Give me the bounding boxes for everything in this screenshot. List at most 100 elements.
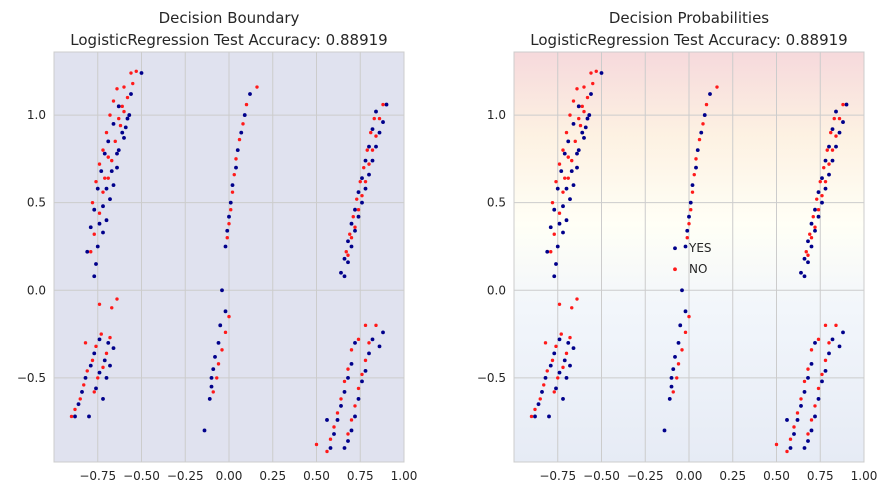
- data-point-no: [83, 341, 88, 345]
- data-point-yes: [813, 414, 817, 419]
- data-point-yes: [685, 228, 690, 233]
- data-point-no: [97, 302, 102, 307]
- data-point-no: [367, 162, 371, 166]
- data-point-no: [115, 297, 119, 301]
- data-point-yes: [92, 351, 97, 356]
- data-point-yes: [234, 165, 238, 170]
- data-point-no: [351, 215, 355, 219]
- data-point-no: [90, 358, 95, 363]
- data-point-yes: [554, 386, 558, 391]
- data-point-no: [367, 341, 371, 345]
- data-point-no: [355, 197, 359, 201]
- data-point-yes: [564, 186, 569, 191]
- data-point-yes: [813, 340, 817, 345]
- data-point-yes: [557, 370, 562, 375]
- data-point-yes: [227, 214, 231, 219]
- data-point-yes: [816, 190, 821, 195]
- data-point-no: [834, 134, 838, 138]
- data-point-yes: [211, 367, 216, 372]
- x-tick-label: 0.00: [216, 469, 243, 483]
- data-point-no: [335, 411, 340, 415]
- data-point-yes: [115, 151, 119, 156]
- data-point-no: [215, 376, 219, 380]
- data-point-no: [697, 137, 702, 142]
- data-point-no: [356, 207, 361, 212]
- plot-frame: [513, 51, 865, 463]
- data-point-yes: [702, 113, 707, 117]
- data-point-no: [374, 323, 378, 328]
- chart-title-line1: Decision Probabilities: [609, 9, 769, 27]
- data-point-yes: [585, 116, 590, 121]
- data-point-yes: [342, 446, 347, 450]
- data-point-yes: [339, 404, 343, 408]
- data-point-yes: [599, 71, 604, 75]
- data-point-yes: [576, 104, 581, 109]
- data-point-no: [339, 397, 343, 401]
- data-point-no: [97, 211, 102, 215]
- y-tick-label: 1.0: [487, 108, 506, 122]
- data-point-yes: [816, 397, 821, 401]
- data-point-no: [349, 236, 354, 240]
- data-point-no: [690, 190, 695, 194]
- data-point-yes: [683, 309, 688, 314]
- data-point-no: [825, 148, 829, 152]
- data-point-no: [342, 379, 347, 384]
- data-point-yes: [561, 397, 565, 401]
- data-point-yes: [809, 361, 814, 366]
- data-point-no: [589, 71, 593, 75]
- data-point-no: [582, 85, 586, 89]
- data-point-no: [230, 190, 235, 194]
- data-point-yes: [830, 337, 835, 342]
- x-tick-label: 0.25: [259, 469, 286, 483]
- data-point-yes: [381, 120, 385, 124]
- data-point-no: [774, 442, 779, 447]
- data-point-no: [353, 225, 357, 229]
- data-point-no: [841, 102, 845, 107]
- data-point-yes: [106, 139, 111, 144]
- data-point-no: [563, 176, 567, 180]
- data-point-no: [216, 362, 221, 366]
- data-point-yes: [108, 197, 112, 202]
- data-point-no: [241, 122, 245, 126]
- data-point-no: [683, 330, 688, 335]
- data-point-no: [377, 116, 382, 121]
- data-point-yes: [374, 144, 378, 149]
- data-point-no: [101, 148, 105, 152]
- data-point-yes: [374, 109, 378, 114]
- data-point-yes: [694, 165, 698, 170]
- data-point-yes: [671, 367, 676, 372]
- data-point-yes: [115, 165, 119, 170]
- data-point-yes: [73, 414, 77, 419]
- data-point-no: [104, 351, 109, 356]
- data-point-yes: [97, 221, 102, 226]
- data-point-yes: [370, 127, 375, 131]
- data-point-yes: [360, 379, 364, 384]
- data-point-no: [356, 337, 361, 342]
- data-point-yes: [80, 390, 84, 394]
- chart-title-line1: Decision Boundary: [159, 9, 300, 27]
- data-point-yes: [545, 249, 550, 254]
- data-point-yes: [139, 71, 144, 75]
- data-point-yes: [813, 228, 817, 233]
- data-point-no: [559, 332, 563, 336]
- data-point-no: [529, 414, 534, 419]
- data-point-no: [557, 162, 562, 166]
- data-point-no: [99, 332, 103, 336]
- data-point-no: [552, 232, 556, 236]
- data-point-yes: [673, 354, 677, 359]
- data-point-yes: [223, 244, 228, 249]
- data-point-yes: [99, 169, 104, 174]
- data-point-no: [806, 253, 810, 257]
- data-point-no: [225, 236, 229, 240]
- data-point-yes: [557, 337, 562, 342]
- data-point-yes: [213, 354, 217, 359]
- data-point-no: [360, 372, 364, 377]
- data-point-yes: [667, 397, 672, 401]
- data-point-yes: [97, 370, 102, 375]
- data-point-yes: [346, 239, 350, 244]
- data-point-no: [830, 148, 835, 152]
- x-tick-label: 0.75: [347, 469, 374, 483]
- data-point-yes: [129, 92, 133, 96]
- data-point-no: [101, 365, 105, 370]
- data-point-no: [104, 130, 109, 135]
